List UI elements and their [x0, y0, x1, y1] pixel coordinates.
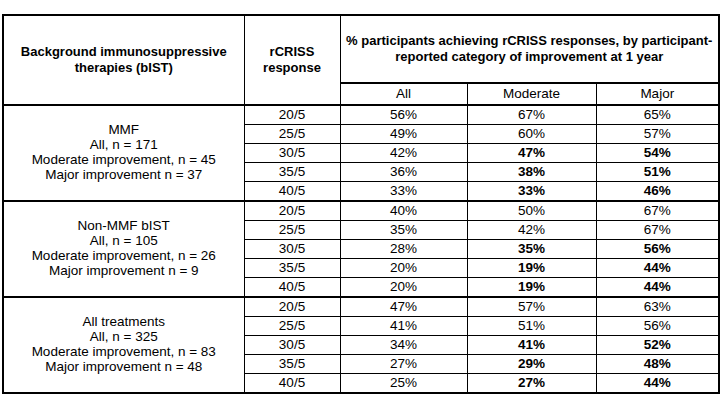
major-value-cell: 67% [596, 221, 719, 240]
all-value-cell: 42% [340, 144, 467, 163]
group-label: Non-MMF bISTAll, n = 105Moderate improve… [3, 201, 244, 297]
response-cell: 25/5 [244, 317, 340, 336]
group-label-line: Moderate improvement, n = 83 [8, 345, 240, 360]
group-label: MMFAll, n = 171Moderate improvement, n =… [3, 105, 244, 201]
major-value-cell: 54% [596, 144, 719, 163]
moderate-value-cell: 67% [467, 105, 596, 125]
moderate-value-cell: 57% [467, 297, 596, 317]
major-value-cell: 46% [596, 182, 719, 202]
group-label-line: All, n = 171 [8, 138, 240, 153]
all-value-cell: 33% [340, 182, 467, 202]
moderate-value-cell: 35% [467, 240, 596, 259]
moderate-value-cell: 38% [467, 163, 596, 182]
response-cell: 20/5 [244, 201, 340, 221]
group-label-line: Non-MMF bIST [8, 219, 240, 234]
table-header: Background immunosuppressive therapies (… [3, 15, 719, 105]
all-value-cell: 56% [340, 105, 467, 125]
response-cell: 40/5 [244, 278, 340, 298]
response-cell: 40/5 [244, 374, 340, 394]
moderate-value-cell: 33% [467, 182, 596, 202]
all-value-cell: 36% [340, 163, 467, 182]
all-value-cell: 20% [340, 259, 467, 278]
major-value-cell: 48% [596, 355, 719, 374]
group-label-line: Major improvement n = 37 [8, 168, 240, 183]
moderate-value-cell: 19% [467, 259, 596, 278]
table-row: All treatmentsAll, n = 325Moderate impro… [3, 297, 719, 317]
moderate-value-cell: 29% [467, 355, 596, 374]
header-rcriss-response: rCRISS response [244, 15, 340, 105]
response-cell: 35/5 [244, 259, 340, 278]
response-cell: 30/5 [244, 144, 340, 163]
major-value-cell: 63% [596, 297, 719, 317]
group-label-line: All, n = 105 [8, 234, 240, 249]
response-cell: 35/5 [244, 355, 340, 374]
table-row: MMFAll, n = 171Moderate improvement, n =… [3, 105, 719, 125]
all-value-cell: 27% [340, 355, 467, 374]
major-value-cell: 56% [596, 317, 719, 336]
major-value-cell: 67% [596, 201, 719, 221]
major-value-cell: 52% [596, 336, 719, 355]
all-value-cell: 41% [340, 317, 467, 336]
moderate-value-cell: 27% [467, 374, 596, 394]
group-label-line: Major improvement n = 48 [8, 360, 240, 375]
response-cell: 35/5 [244, 163, 340, 182]
response-cell: 20/5 [244, 105, 340, 125]
response-cell: 25/5 [244, 125, 340, 144]
response-cell: 25/5 [244, 221, 340, 240]
major-value-cell: 44% [596, 278, 719, 298]
header-row-main: Background immunosuppressive therapies (… [3, 15, 719, 83]
subheader-major: Major [596, 83, 719, 105]
major-value-cell: 44% [596, 259, 719, 278]
moderate-value-cell: 51% [467, 317, 596, 336]
all-value-cell: 25% [340, 374, 467, 394]
moderate-value-cell: 50% [467, 201, 596, 221]
group-label: All treatmentsAll, n = 325Moderate impro… [3, 297, 244, 393]
group-label-line: Moderate improvement, n = 45 [8, 153, 240, 168]
major-value-cell: 57% [596, 125, 719, 144]
moderate-value-cell: 47% [467, 144, 596, 163]
table-row: Non-MMF bISTAll, n = 105Moderate improve… [3, 201, 719, 221]
group-label-line: All, n = 325 [8, 330, 240, 345]
header-bist: Background immunosuppressive therapies (… [3, 15, 244, 105]
moderate-value-cell: 60% [467, 125, 596, 144]
group-label-line: Moderate improvement, n = 26 [8, 249, 240, 264]
all-value-cell: 34% [340, 336, 467, 355]
subheader-all: All [340, 83, 467, 105]
response-cell: 30/5 [244, 240, 340, 259]
moderate-value-cell: 19% [467, 278, 596, 298]
response-cell: 20/5 [244, 297, 340, 317]
major-value-cell: 51% [596, 163, 719, 182]
all-value-cell: 49% [340, 125, 467, 144]
major-value-cell: 65% [596, 105, 719, 125]
header-percent-participants: % participants achieving rCRISS response… [340, 15, 719, 83]
table-body: MMFAll, n = 171Moderate improvement, n =… [3, 105, 719, 393]
response-cell: 30/5 [244, 336, 340, 355]
moderate-value-cell: 42% [467, 221, 596, 240]
all-value-cell: 40% [340, 201, 467, 221]
group-label-line: Major improvement n = 9 [8, 264, 240, 279]
all-value-cell: 20% [340, 278, 467, 298]
all-value-cell: 47% [340, 297, 467, 317]
rcriss-response-table: Background immunosuppressive therapies (… [2, 14, 720, 394]
response-cell: 40/5 [244, 182, 340, 202]
group-label-line: All treatments [8, 315, 240, 330]
all-value-cell: 28% [340, 240, 467, 259]
subheader-moderate: Moderate [467, 83, 596, 105]
moderate-value-cell: 41% [467, 336, 596, 355]
all-value-cell: 35% [340, 221, 467, 240]
major-value-cell: 44% [596, 374, 719, 394]
group-label-line: MMF [8, 123, 240, 138]
major-value-cell: 56% [596, 240, 719, 259]
